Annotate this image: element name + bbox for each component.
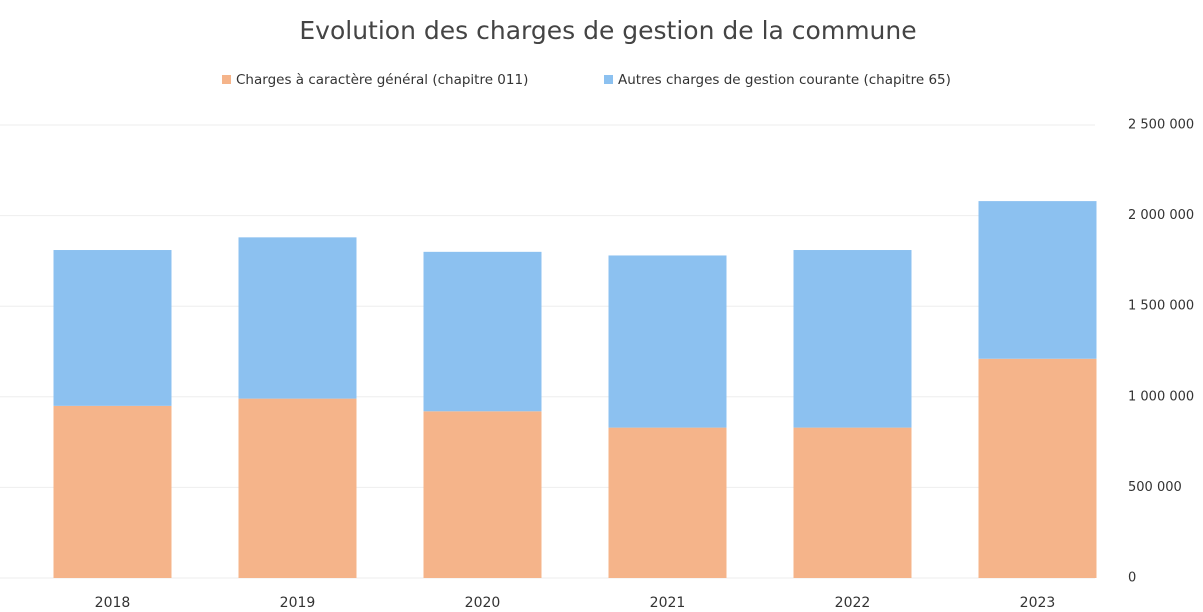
x-tick-label: 2018 xyxy=(95,595,131,611)
bar-segment xyxy=(423,251,542,412)
y-tick-label: 0 xyxy=(1128,571,1136,586)
y-tick-label: 1 500 000 xyxy=(1128,299,1194,314)
x-tick-label: 2019 xyxy=(280,595,316,611)
bar-segment xyxy=(978,358,1097,578)
x-tick-label: 2021 xyxy=(650,595,686,611)
y-tick-label: 2 500 000 xyxy=(1128,118,1194,133)
y-tick-label: 2 000 000 xyxy=(1128,208,1194,223)
bar-segment xyxy=(978,201,1097,359)
bar-segment xyxy=(608,427,727,578)
legend-label: Charges à caractère général (chapitre 01… xyxy=(236,72,528,88)
legend-swatch xyxy=(222,75,231,84)
bar-segment xyxy=(793,427,912,578)
bar-segment xyxy=(53,250,172,406)
x-tick-label: 2023 xyxy=(1020,595,1056,611)
bar-segment xyxy=(423,411,542,578)
legend-label: Autres charges de gestion courante (chap… xyxy=(618,72,951,88)
bar-segment xyxy=(238,398,357,578)
chart-title: Evolution des charges de gestion de la c… xyxy=(299,16,916,45)
legend-swatch xyxy=(604,75,613,84)
bar-segment xyxy=(238,237,357,399)
x-tick-label: 2020 xyxy=(465,595,501,611)
y-tick-label: 1 000 000 xyxy=(1128,389,1194,404)
x-tick-label: 2022 xyxy=(835,595,871,611)
bar-segment xyxy=(608,255,727,428)
bar-segment xyxy=(793,250,912,428)
bar-segment xyxy=(53,405,172,578)
y-tick-label: 500 000 xyxy=(1128,480,1182,495)
